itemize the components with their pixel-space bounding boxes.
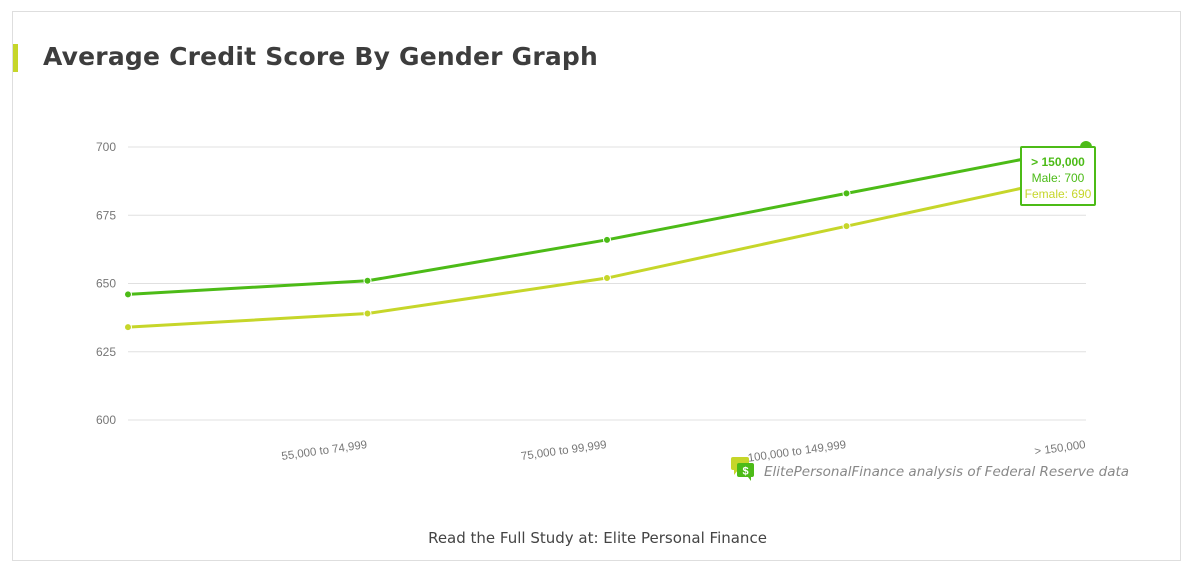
y-tick-label: 700 <box>96 140 116 154</box>
read-full-study-link[interactable]: Read the Full Study at: Elite Personal F… <box>428 529 767 547</box>
y-tick-label: 600 <box>96 413 116 427</box>
y-tick-label: 675 <box>96 208 116 222</box>
data-point-female[interactable] <box>603 274 611 283</box>
data-point-female[interactable] <box>363 309 372 318</box>
series-line-male[interactable] <box>127 145 1087 296</box>
chat-dollar-icon: $ <box>730 456 756 487</box>
x-tick-label: 55,000 to 74,999 <box>281 439 368 463</box>
grid-lines <box>128 146 1086 421</box>
data-point-male[interactable] <box>603 235 611 244</box>
x-tick-label: 75,000 to 99,999 <box>520 439 607 463</box>
page-title: Average Credit Score By Gender Graph <box>43 42 599 71</box>
y-tick-label: 625 <box>96 345 116 359</box>
series-line-female[interactable] <box>127 172 1087 329</box>
data-point-male[interactable] <box>363 276 372 285</box>
data-tooltip: > 150,000 Male: 700 Female: 690 <box>1020 146 1096 206</box>
data-point-female[interactable] <box>842 222 851 231</box>
source-text: ElitePersonalFinance analysis of Federal… <box>764 463 1130 480</box>
y-tick-label: 650 <box>96 277 116 291</box>
source-attribution: $ ElitePersonalFinance analysis of Feder… <box>730 456 1129 487</box>
svg-text:$: $ <box>742 466 748 478</box>
data-point-male[interactable] <box>124 290 132 299</box>
tooltip-female-value: Female: 690 <box>1024 187 1092 201</box>
tooltip-title: > 150,000 <box>1031 155 1085 169</box>
series-lines[interactable] <box>124 141 1093 332</box>
data-point-female[interactable] <box>124 323 132 332</box>
title-accent-bar <box>13 44 18 72</box>
data-point-male[interactable] <box>842 189 851 198</box>
tooltip-male-value: Male: 700 <box>1031 171 1085 185</box>
y-axis-ticks: 600 625 650 675 700 <box>96 140 116 427</box>
chart-card: Average Credit Score By Gender Graph Rea… <box>12 11 1181 561</box>
